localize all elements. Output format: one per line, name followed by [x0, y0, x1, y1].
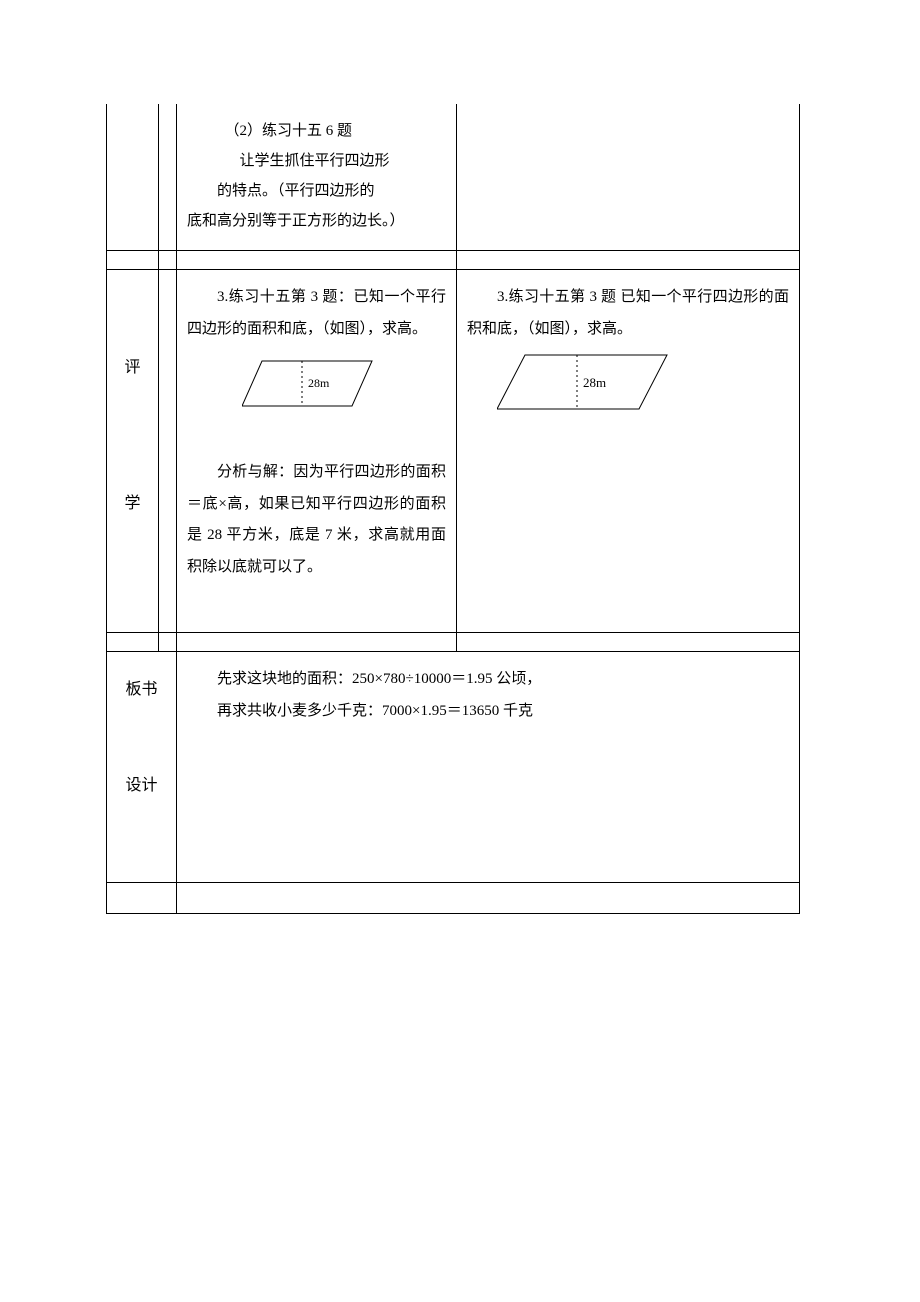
cell-empty: [159, 633, 177, 652]
table-row: 板书 设计 先求这块地的面积：250×780÷10000＝1.95 公顷， 再求…: [107, 652, 800, 883]
height-label: 28m: [308, 376, 330, 390]
page: （2）练习十五 6 题 让学生抓住平行四边形 的特点。（平行四边形的 底和高分别…: [0, 0, 920, 1302]
parallelogram-diagram: 28m: [497, 347, 687, 422]
parallelogram-diagram: 28m: [242, 351, 392, 421]
cell-empty: [457, 633, 800, 652]
cell-empty: [107, 104, 159, 251]
cell-right-empty: [457, 104, 800, 251]
cell-empty: [177, 883, 800, 914]
text-paragraph: 3.练习十五第 3 题：已知一个平行四边形的面积和底，（如图），求高。: [187, 282, 446, 345]
text-paragraph: 分析与解：因为平行四边形的面积＝底×高，如果已知平行四边形的面积是 28 平方米…: [187, 457, 446, 583]
text-line: 再求共收小麦多少千克：7000×1.95＝13650 千克: [187, 696, 789, 728]
table-row-spacer: [107, 251, 800, 270]
cell-empty: [159, 251, 177, 270]
table-row: 评 学 3.练习十五第 3 题：已知一个平行四边形的面积和底，（如图），求高。 …: [107, 270, 800, 633]
cell-row-label: 板书 设计: [107, 652, 177, 883]
cell-empty: [107, 251, 159, 270]
text-line: 底和高分别等于正方形的边长。）: [187, 206, 446, 236]
cell-empty: [159, 104, 177, 251]
text-line: 让学生抓住平行四边形: [187, 146, 446, 176]
cell-empty: [177, 251, 457, 270]
cell-empty: [457, 251, 800, 270]
label-text: 板书: [107, 682, 176, 698]
cell-empty: [177, 633, 457, 652]
cell-board-content: 先求这块地的面积：250×780÷10000＝1.95 公顷， 再求共收小麦多少…: [177, 652, 800, 883]
text-line: 先求这块地的面积：250×780÷10000＝1.95 公顷，: [187, 664, 789, 696]
height-label: 28m: [583, 375, 606, 390]
label-text: 设计: [107, 778, 176, 794]
lesson-plan-table: （2）练习十五 6 题 让学生抓住平行四边形 的特点。（平行四边形的 底和高分别…: [106, 104, 800, 914]
cell-empty: [107, 633, 159, 652]
table-row: （2）练习十五 6 题 让学生抓住平行四边形 的特点。（平行四边形的 底和高分别…: [107, 104, 800, 251]
cell-left-content: （2）练习十五 6 题 让学生抓住平行四边形 的特点。（平行四边形的 底和高分别…: [177, 104, 457, 251]
table-row-spacer: [107, 633, 800, 652]
cell-row-label: 评 学: [107, 270, 159, 633]
text-line: （2）练习十五 6 题: [187, 116, 446, 146]
cell-right-content: 3.练习十五第 3 题 已知一个平行四边形的面积和底，（如图），求高。 28m: [457, 270, 800, 633]
text-paragraph: 3.练习十五第 3 题 已知一个平行四边形的面积和底，（如图），求高。: [467, 282, 789, 345]
label-char: 学: [107, 496, 158, 512]
text-line: 的特点。（平行四边形的: [187, 176, 446, 206]
label-char: 评: [107, 360, 158, 376]
cell-empty: [107, 883, 177, 914]
parallelogram-shape: [497, 355, 667, 409]
cell-left-content: 3.练习十五第 3 题：已知一个平行四边形的面积和底，（如图），求高。 28m …: [177, 270, 457, 633]
cell-empty: [159, 270, 177, 633]
parallelogram-shape: [242, 361, 372, 406]
table-row-spacer: [107, 883, 800, 914]
